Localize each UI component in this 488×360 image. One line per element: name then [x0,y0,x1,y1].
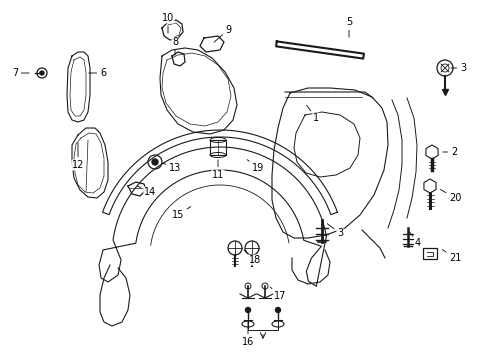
Text: 2: 2 [442,147,456,157]
Text: 11: 11 [211,160,224,180]
Text: 14: 14 [137,186,156,197]
Text: 21: 21 [442,249,460,263]
Circle shape [275,307,280,312]
Text: 13: 13 [162,163,181,173]
FancyBboxPatch shape [422,248,436,259]
Text: 8: 8 [172,37,178,55]
Text: 3: 3 [326,224,343,238]
Text: 1: 1 [306,105,318,123]
Text: 20: 20 [440,189,460,203]
Ellipse shape [271,321,284,327]
Text: 10: 10 [162,13,174,33]
Text: 4: 4 [409,232,420,248]
Text: 7: 7 [12,68,29,78]
Circle shape [245,307,250,312]
Text: 6: 6 [89,68,106,78]
Circle shape [40,71,44,75]
Text: 19: 19 [247,160,264,173]
Text: 18: 18 [244,250,261,265]
Text: 5: 5 [345,17,351,37]
Circle shape [152,159,158,165]
Ellipse shape [242,321,253,327]
Text: 15: 15 [171,207,190,220]
Text: 12: 12 [72,143,84,170]
Text: 3: 3 [450,63,465,73]
Text: 9: 9 [214,25,231,42]
Text: 16: 16 [242,321,254,347]
Text: 17: 17 [269,287,285,301]
